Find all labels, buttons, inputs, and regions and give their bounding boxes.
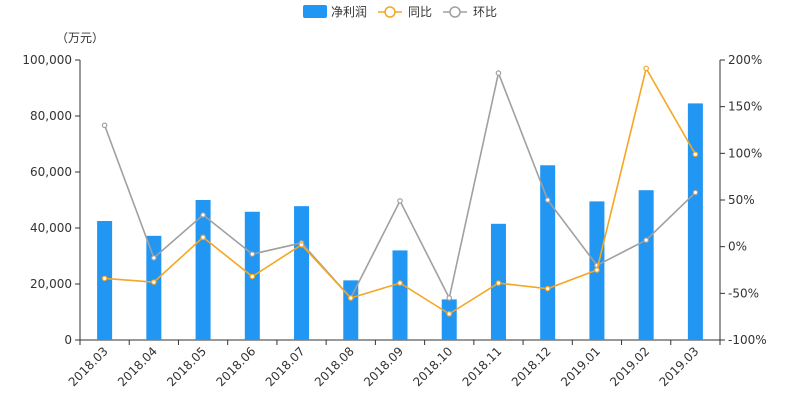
yoy-point xyxy=(151,279,157,285)
right-tick-label: -50% xyxy=(728,286,759,300)
net-profit-bar xyxy=(146,235,162,340)
legend-label-net-profit: 净利润 xyxy=(331,5,367,19)
mom-point xyxy=(249,251,256,257)
yoy-point xyxy=(200,234,206,241)
right-tick-label: 100% xyxy=(728,146,762,160)
x-tick-label: 2019.03 xyxy=(657,344,702,389)
yoy-point xyxy=(446,311,453,317)
yoy-point xyxy=(643,65,649,72)
x-tick-label: 2018.11 xyxy=(460,344,505,389)
x-tick-label: 2018.04 xyxy=(115,344,160,389)
net-profit-bar xyxy=(294,206,310,340)
mom-point xyxy=(495,70,502,76)
right-tick-label: -100% xyxy=(728,333,767,347)
mom-point xyxy=(200,212,206,218)
x-tick-label: 2018.09 xyxy=(361,344,406,389)
legend-swatch-mom-marker xyxy=(449,6,461,18)
right-tick-label: 200% xyxy=(728,53,762,67)
net-profit-bar xyxy=(687,103,703,341)
mom-point xyxy=(397,198,403,204)
x-tick-label: 2019.01 xyxy=(558,344,603,389)
yoy-point xyxy=(249,273,256,280)
net-profit-bar xyxy=(343,280,359,340)
x-tick-label: 2018.12 xyxy=(509,344,554,389)
mom-point xyxy=(101,122,108,129)
yoy-point xyxy=(594,267,600,273)
x-tick-label: 2018.06 xyxy=(213,344,258,389)
x-axis-ticks: 2018.03 2018.04 2018.05 2018.06 2018.07 2018.… xyxy=(66,340,721,389)
legend-swatch-yoy-marker xyxy=(384,6,396,18)
mom-point xyxy=(643,237,649,243)
yoy-point xyxy=(347,295,354,301)
x-tick-label: 2018.05 xyxy=(164,344,209,389)
x-tick-label: 2018.03 xyxy=(66,344,111,389)
yoy-point xyxy=(298,242,305,248)
yoy-point xyxy=(101,275,108,282)
x-tick-label: 2019.02 xyxy=(607,344,652,389)
right-tick-label: 150% xyxy=(728,100,762,114)
legend-swatch-net-profit xyxy=(303,5,327,18)
left-tick-label: 60,000 xyxy=(30,165,72,179)
yoy-point xyxy=(544,285,551,292)
net-profit-bar xyxy=(195,200,211,340)
net-profit-bar xyxy=(441,299,457,340)
legend-label-yoy: 同比 xyxy=(408,5,432,19)
left-axis-ticks: 0 20,000 40,000 60,000 80,000 100,000 xyxy=(22,53,80,347)
mom-point xyxy=(692,189,699,196)
yoy-point xyxy=(495,280,502,286)
left-tick-label: 100,000 xyxy=(22,53,72,67)
yoy-point xyxy=(692,151,699,158)
net-profit-bars xyxy=(97,103,703,341)
x-tick-label: 2018.08 xyxy=(312,344,357,389)
legend: 净利润 同比 环比 xyxy=(303,5,497,19)
ratio-lines xyxy=(101,65,699,317)
legend-label-mom: 环比 xyxy=(473,5,497,19)
right-tick-label: 50% xyxy=(728,193,755,207)
right-tick-label: 0% xyxy=(728,240,747,254)
x-tick-label: 2018.10 xyxy=(410,344,455,389)
net-profit-bar xyxy=(540,165,556,340)
left-tick-label: 20,000 xyxy=(30,277,72,291)
left-tick-label: 40,000 xyxy=(30,221,72,235)
left-axis-unit-label: （万元） xyxy=(56,31,104,45)
mom-point xyxy=(151,255,157,261)
net-profit-bar xyxy=(638,190,654,340)
right-axis-ticks: -100% -50% 0% 50% 100% 150% 200% xyxy=(720,53,767,347)
left-tick-label: 80,000 xyxy=(30,109,72,123)
mom-point xyxy=(544,197,551,203)
yoy-point xyxy=(397,280,403,286)
net-profit-bar xyxy=(392,250,408,340)
left-tick-label: 0 xyxy=(64,333,72,347)
x-tick-label: 2018.07 xyxy=(263,344,308,389)
mom-point xyxy=(446,295,453,301)
